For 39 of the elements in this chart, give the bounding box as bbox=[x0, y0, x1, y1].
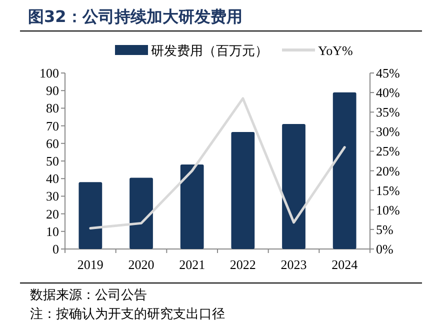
bar bbox=[180, 164, 204, 249]
y-tick-label: 40 bbox=[46, 171, 59, 186]
y2-tick-label: 25% bbox=[376, 144, 400, 159]
y-tick-label: 20 bbox=[46, 206, 59, 222]
text: 注：按确认为开支的研究支出口径 bbox=[30, 306, 225, 321]
y-tick-label: 90 bbox=[46, 83, 59, 98]
x-tick-label: 2021 bbox=[179, 257, 206, 272]
y2-tick-label: 5% bbox=[376, 222, 394, 237]
y2-tick-label: 30% bbox=[376, 124, 400, 140]
bar bbox=[332, 92, 356, 249]
y-tick-label: 80 bbox=[46, 100, 59, 116]
bar bbox=[78, 182, 102, 249]
y2-tick-label: 15% bbox=[376, 182, 400, 198]
y2-tick-label: 20% bbox=[376, 163, 400, 178]
x-tick-label: 2019 bbox=[77, 257, 104, 272]
y2-tick-label: 45% bbox=[376, 66, 400, 80]
y-tick-label: 10 bbox=[46, 224, 59, 239]
chart-title: 图32：公司持续加大研发费用 bbox=[28, 7, 242, 26]
y-tick-label: 30 bbox=[46, 188, 59, 204]
y-tick-label: 70 bbox=[46, 118, 59, 134]
y2-tick-label: 10% bbox=[376, 202, 400, 218]
y2-tick-label: 40% bbox=[376, 85, 400, 100]
y-tick-label: 100 bbox=[40, 66, 59, 80]
x-tick-label: 2022 bbox=[230, 257, 256, 272]
x-tick-label: 2024 bbox=[332, 257, 358, 272]
legend-label: YoY% bbox=[318, 43, 353, 58]
y2-tick-label: 0% bbox=[376, 242, 394, 256]
y-tick-label: 50 bbox=[46, 154, 59, 168]
line-series bbox=[89, 97, 346, 230]
legend-label: 研发费用（百万元） bbox=[151, 43, 268, 58]
bar bbox=[130, 178, 153, 249]
x-tick-label: 2020 bbox=[128, 257, 154, 272]
bar bbox=[282, 124, 306, 249]
y-tick-label: 60 bbox=[46, 136, 59, 151]
y-tick-label: 0 bbox=[52, 242, 59, 256]
x-tick-label: 2023 bbox=[280, 257, 307, 272]
source-note: 数据来源：公司公告 bbox=[30, 287, 147, 302]
bar bbox=[231, 132, 255, 249]
y2-tick-label: 35% bbox=[376, 104, 400, 120]
